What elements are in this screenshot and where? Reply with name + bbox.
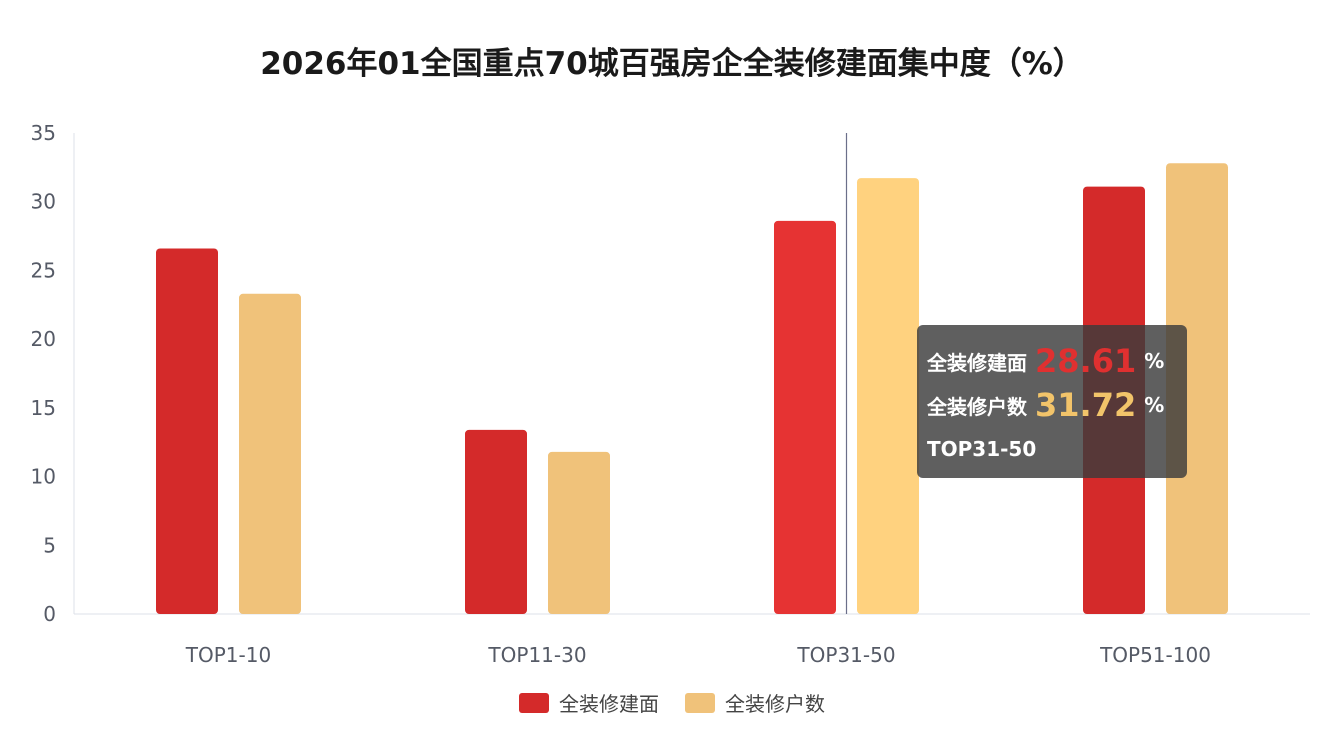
y-tick-label: 15 xyxy=(31,396,56,420)
tooltip-unit-floor-area: % xyxy=(1144,349,1165,373)
tooltip-label-households: 全装修户数 xyxy=(927,394,1027,419)
x-tick-label: TOP11-30 xyxy=(487,643,586,667)
bar-top11-30-floor-area[interactable] xyxy=(465,429,527,614)
chart-title: 2026年01全国重点70城百强房企全装修建面集中度（%） xyxy=(260,46,1084,82)
legend-swatch-households xyxy=(685,692,715,713)
bar-top51-100-households[interactable] xyxy=(1166,163,1228,614)
legend-swatch-floor-area xyxy=(519,692,549,713)
y-tick-label: 20 xyxy=(31,327,56,351)
x-tick-label: TOP31-50 xyxy=(796,643,895,667)
tooltip-label-floor-area: 全装修建面 xyxy=(927,350,1027,375)
bar-top11-30-households[interactable] xyxy=(548,451,610,614)
tooltip-value-floor-area: 28.61 xyxy=(1035,342,1137,380)
tooltip-row-households: 全装修户数 31.72 % xyxy=(927,383,1177,427)
legend-item-floor-area[interactable]: 全装修建面 xyxy=(519,688,659,717)
bar-top31-50-floor-area[interactable] xyxy=(774,220,836,614)
tooltip-unit-households: % xyxy=(1144,393,1165,417)
x-tick-label: TOP51-100 xyxy=(1099,643,1211,667)
legend-item-households[interactable]: 全装修户数 xyxy=(685,688,825,717)
tooltip: 全装修建面 28.61 % 全装修户数 31.72 % TOP31-50 xyxy=(917,325,1187,478)
tooltip-value-households: 31.72 xyxy=(1035,386,1137,424)
y-tick-label: 25 xyxy=(31,258,56,282)
y-tick-label: 5 xyxy=(43,533,56,557)
y-tick-label: 35 xyxy=(31,121,56,145)
y-tick-label: 30 xyxy=(31,190,56,214)
tooltip-category: TOP31-50 xyxy=(927,437,1037,461)
legend-label-floor-area: 全装修建面 xyxy=(559,692,659,716)
y-tick-label: 10 xyxy=(31,465,56,489)
bar-top1-10-households[interactable] xyxy=(239,293,301,614)
x-tick-label: TOP1-10 xyxy=(185,643,271,667)
y-tick-label: 0 xyxy=(43,602,56,626)
legend-label-households: 全装修户数 xyxy=(725,692,825,716)
bar-top1-10-floor-area[interactable] xyxy=(156,248,218,614)
tooltip-row-floor-area: 全装修建面 28.61 % xyxy=(927,339,1177,383)
legend: 全装修建面 全装修户数 xyxy=(0,688,1344,717)
bar-top31-50-households[interactable] xyxy=(857,178,919,614)
